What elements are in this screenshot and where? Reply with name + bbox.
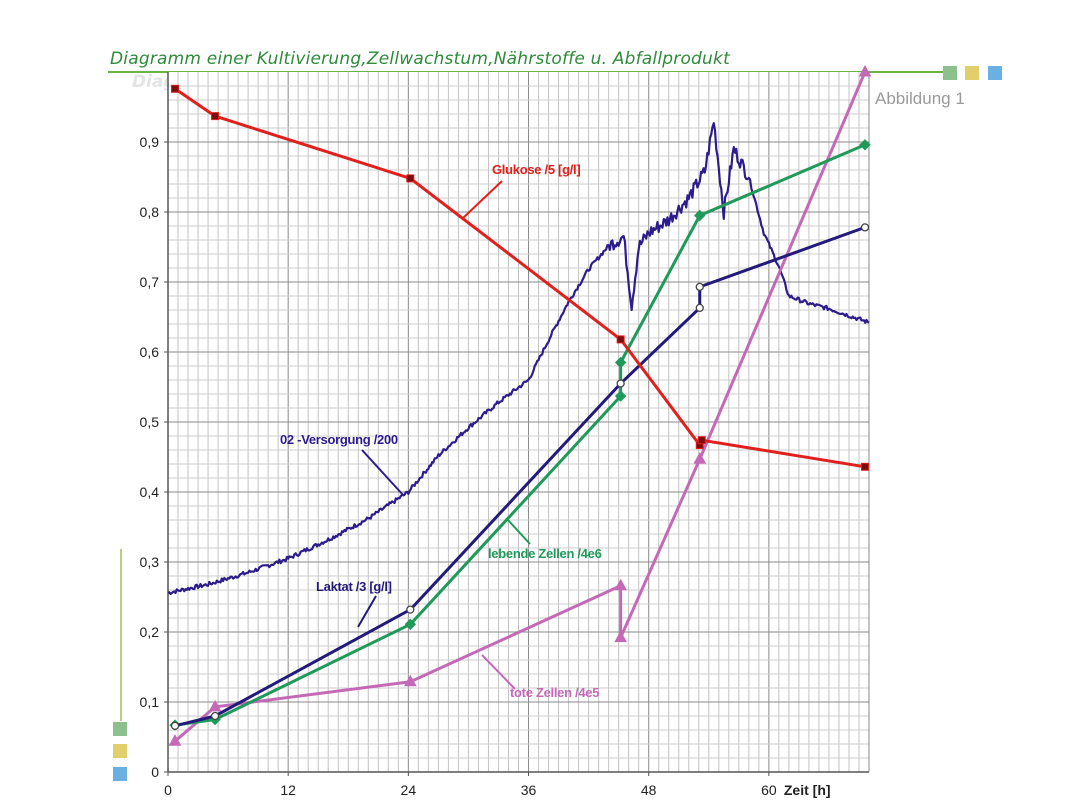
data-point bbox=[406, 605, 415, 614]
series-1 bbox=[170, 223, 870, 730]
series-annotation: tote Zellen /4e5 bbox=[510, 685, 599, 700]
side-decor-bar bbox=[120, 549, 122, 721]
y-tick-label: 0,9 bbox=[140, 134, 160, 150]
data-point bbox=[404, 618, 417, 631]
x-tick-label: 36 bbox=[521, 782, 537, 798]
data-point bbox=[406, 174, 415, 183]
data-point bbox=[693, 452, 707, 464]
data-point bbox=[697, 436, 706, 445]
annotation-leader bbox=[357, 595, 377, 628]
x-tick-label: 48 bbox=[641, 782, 657, 798]
series-annotation: Glukose /5 [g/l] bbox=[492, 162, 580, 177]
y-tick-label: 0 bbox=[151, 764, 159, 780]
decor-square-green bbox=[943, 66, 957, 80]
side-square-green bbox=[113, 722, 127, 736]
data-point bbox=[211, 112, 220, 121]
data-point bbox=[860, 462, 869, 471]
y-tick-label: 0,4 bbox=[140, 484, 160, 500]
data-point bbox=[616, 335, 625, 344]
annotation-leader bbox=[481, 654, 516, 690]
x-axis-label: Zeit [h] bbox=[784, 782, 831, 798]
series-annotation: Laktat /3 [g/l] bbox=[316, 579, 392, 594]
x-tick-label: 24 bbox=[401, 782, 417, 798]
annotation-leader bbox=[507, 519, 531, 545]
data-point bbox=[695, 282, 704, 292]
data-point bbox=[859, 139, 871, 151]
y-tick-label: 0,7 bbox=[140, 274, 160, 290]
side-square-yellow bbox=[113, 744, 127, 758]
data-point bbox=[171, 84, 180, 93]
data-point bbox=[695, 303, 704, 313]
data-point bbox=[614, 390, 627, 402]
chart-title: Diagramm einer Kultivierung,Zellwachstum… bbox=[110, 49, 730, 69]
data-point bbox=[694, 209, 706, 222]
x-tick-label: 60 bbox=[761, 782, 777, 798]
decor-square-yellow bbox=[965, 66, 979, 80]
y-tick-label: 0,6 bbox=[140, 344, 160, 360]
x-tick-label: 12 bbox=[280, 782, 296, 798]
series-0 bbox=[171, 84, 869, 471]
x-tick-label: 0 bbox=[164, 782, 172, 798]
data-point bbox=[404, 674, 417, 687]
chart-grid bbox=[168, 72, 869, 772]
chart-series bbox=[167, 64, 872, 746]
decor-square-blue bbox=[988, 66, 1002, 80]
y-tick-label: 0,5 bbox=[140, 414, 160, 430]
data-point bbox=[860, 223, 870, 232]
chart-ticks: 0 0,1 0,2 0,3 0,4 0,5 0,6 0,7 0,8 0,9 0 12 24 36 48 60 Z… bbox=[140, 134, 831, 798]
series-annotation: 02 -Versorgung /200 bbox=[280, 432, 398, 447]
data-point bbox=[168, 734, 182, 746]
y-tick-label: 0,1 bbox=[140, 694, 160, 710]
data-point bbox=[616, 379, 625, 388]
series-3 bbox=[168, 64, 872, 746]
y-tick-label: 0,8 bbox=[140, 204, 160, 220]
chart-labels: Glukose /5 [g/l] 02 -Versorgung /200 leben… bbox=[280, 162, 602, 700]
side-square-blue bbox=[113, 767, 127, 781]
data-point bbox=[614, 356, 627, 369]
annotation-leader bbox=[462, 180, 503, 219]
data-point bbox=[614, 630, 627, 643]
y-tick-label: 0,2 bbox=[140, 624, 160, 640]
series-annotation: lebende Zellen /4e6 bbox=[488, 546, 602, 561]
data-point bbox=[614, 578, 627, 591]
figure-caption: Abbildung 1 bbox=[875, 89, 965, 108]
data-point bbox=[858, 64, 872, 77]
annotation-leader bbox=[361, 449, 405, 497]
data-point bbox=[210, 711, 220, 721]
data-point bbox=[208, 699, 222, 712]
y-tick-label: 0,3 bbox=[140, 554, 160, 570]
data-point bbox=[170, 721, 180, 730]
